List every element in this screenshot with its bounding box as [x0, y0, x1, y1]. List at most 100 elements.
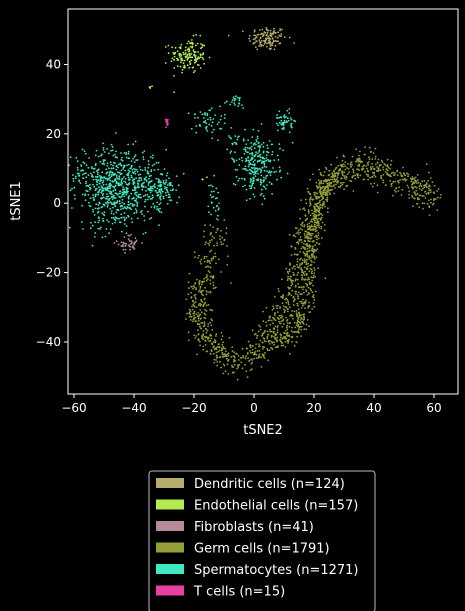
scatter-point-endothelial-cells — [172, 51, 175, 54]
scatter-point-fibroblasts — [123, 236, 126, 238]
scatter-point-germ-cells — [260, 335, 263, 337]
scatter-point-spermatocytes — [103, 163, 105, 165]
scatter-point-germ-cells — [264, 352, 266, 354]
scatter-point-germ-cells — [319, 187, 322, 190]
scatter-point-germ-cells — [415, 194, 417, 197]
scatter-point-germ-cells — [205, 241, 208, 244]
scatter-point-spermatocytes — [142, 156, 145, 158]
scatter-point-germ-cells — [223, 219, 226, 222]
scatter-point-germ-cells — [259, 325, 261, 328]
scatter-point-germ-cells — [326, 196, 329, 199]
scatter-point-germ-cells — [383, 163, 386, 165]
scatter-point-germ-cells — [318, 207, 321, 210]
y-tick-label: −40 — [36, 335, 61, 349]
scatter-point-fibroblasts — [124, 245, 127, 248]
scatter-point-germ-cells — [227, 359, 230, 362]
scatter-point-germ-cells — [203, 280, 206, 283]
scatter-point-germ-cells — [267, 359, 270, 362]
scatter-point-germ-cells — [237, 355, 240, 357]
scatter-point-germ-cells — [218, 346, 221, 348]
scatter-point-germ-cells — [266, 330, 269, 333]
scatter-point-germ-cells — [199, 317, 202, 320]
scatter-point-germ-cells — [298, 266, 300, 269]
scatter-point-germ-cells — [424, 183, 427, 186]
scatter-point-germ-cells — [207, 325, 210, 328]
scatter-point-germ-cells — [220, 271, 222, 273]
scatter-point-spermatocytes — [102, 179, 105, 182]
scatter-point-dendritic-cells — [262, 34, 265, 37]
scatter-point-spermatocytes — [123, 176, 125, 178]
scatter-point-germ-cells — [304, 198, 307, 201]
scatter-point-germ-cells — [210, 309, 213, 312]
scatter-point-spermatocytes — [110, 210, 113, 212]
scatter-point-germ-cells — [214, 255, 217, 258]
scatter-point-spermatocytes — [123, 188, 125, 191]
scatter-point-spermatocytes — [115, 156, 117, 158]
scatter-point-spermatocytes — [273, 159, 276, 162]
scatter-point-germ-cells — [197, 333, 200, 336]
scatter-point-germ-cells — [187, 281, 190, 284]
scatter-point-germ-cells — [209, 241, 211, 244]
scatter-point-dendritic-cells — [272, 40, 275, 43]
scatter-point-germ-cells — [304, 214, 307, 217]
scatter-point-germ-cells — [287, 291, 290, 294]
scatter-point-spermatocytes — [100, 206, 103, 209]
scatter-point-spermatocytes — [140, 196, 143, 199]
scatter-point-spermatocytes — [193, 113, 196, 116]
scatter-point-spermatocytes — [267, 171, 270, 174]
scatter-point-spermatocytes — [97, 168, 100, 171]
scatter-point-spermatocytes — [203, 121, 206, 123]
scatter-point-endothelial-cells — [188, 66, 191, 69]
scatter-point-endothelial-cells — [186, 57, 189, 60]
scatter-point-spermatocytes — [94, 232, 97, 234]
scatter-point-germ-cells — [222, 341, 225, 344]
scatter-point-dendritic-cells — [269, 29, 272, 32]
scatter-point-germ-cells — [262, 347, 264, 350]
scatter-point-spermatocytes — [224, 102, 226, 104]
scatter-point-germ-cells — [222, 243, 225, 245]
scatter-point-germ-cells — [323, 224, 326, 226]
scatter-point-germ-cells — [309, 220, 312, 223]
scatter-point-germ-cells — [306, 226, 309, 228]
scatter-point-spermatocytes — [89, 172, 92, 175]
scatter-point-germ-cells — [313, 261, 315, 264]
scatter-point-spermatocytes — [214, 209, 217, 212]
scatter-point-spermatocytes — [135, 200, 138, 203]
scatter-point-spermatocytes — [104, 187, 106, 189]
scatter-point-germ-cells — [399, 179, 401, 181]
scatter-point-spermatocytes — [275, 122, 278, 125]
scatter-point-germ-cells — [193, 305, 196, 308]
scatter-point-germ-cells — [206, 278, 209, 281]
scatter-point-spermatocytes — [269, 171, 272, 174]
scatter-point-spermatocytes — [218, 121, 220, 124]
scatter-point-spermatocytes — [107, 198, 109, 200]
scatter-point-dendritic-cells — [271, 42, 274, 45]
scatter-point-spermatocytes — [110, 167, 113, 170]
scatter-point-germ-cells — [303, 318, 306, 320]
scatter-point-spermatocytes — [93, 236, 96, 238]
scatter-point-germ-cells — [308, 255, 311, 258]
scatter-point-spermatocytes — [209, 118, 212, 121]
scatter-point-germ-cells — [311, 212, 314, 215]
scatter-point-germ-cells — [364, 153, 366, 156]
scatter-point-germ-cells — [338, 170, 340, 172]
scatter-point-germ-cells — [248, 360, 251, 362]
scatter-point-germ-cells — [276, 307, 278, 310]
scatter-point-germ-cells — [290, 330, 293, 332]
scatter-point-germ-cells — [311, 279, 314, 282]
scatter-point-germ-cells — [321, 197, 324, 200]
scatter-point-spermatocytes — [286, 117, 289, 120]
scatter-point-germ-cells — [258, 343, 260, 345]
scatter-point-spermatocytes — [149, 185, 152, 188]
scatter-point-germ-cells — [304, 236, 307, 239]
scatter-point-spermatocytes — [122, 186, 125, 189]
scatter-point-germ-cells — [289, 279, 292, 281]
scatter-point-dendritic-cells — [256, 48, 259, 51]
scatter-point-germ-cells — [312, 302, 315, 304]
scatter-point-germ-cells — [307, 305, 310, 307]
scatter-point-germ-cells — [439, 196, 442, 199]
scatter-point-germ-cells — [231, 350, 234, 353]
scatter-point-spermatocytes — [258, 149, 261, 152]
scatter-point-endothelial-cells — [194, 61, 196, 64]
scatter-point-fibroblasts — [128, 235, 131, 237]
